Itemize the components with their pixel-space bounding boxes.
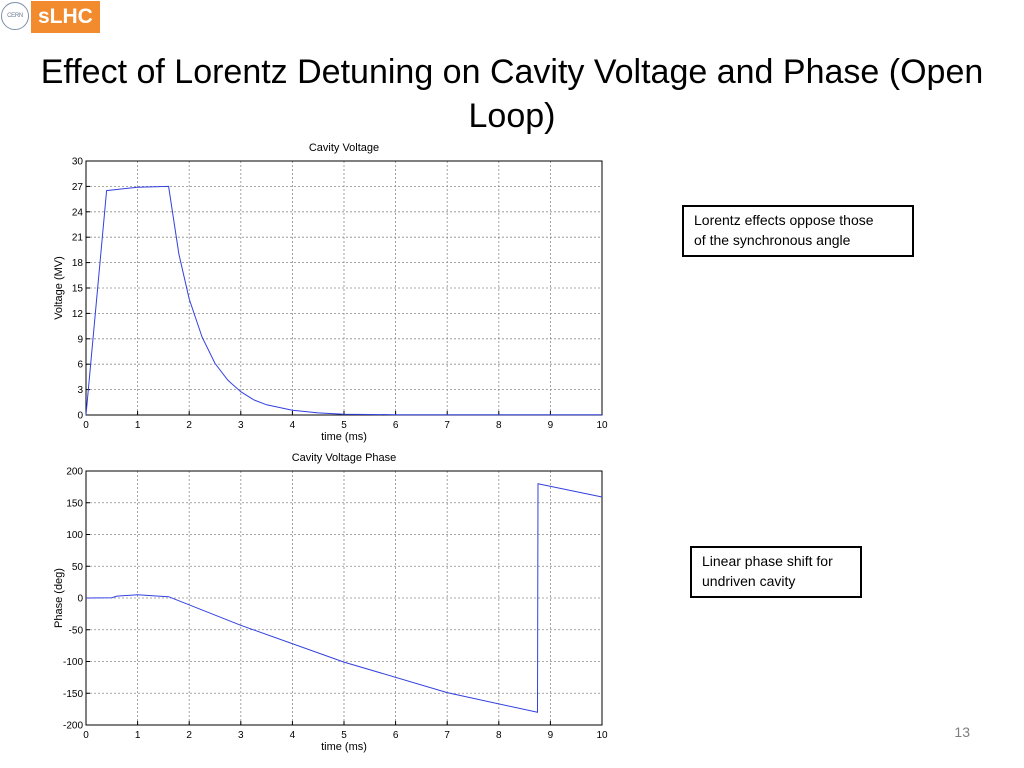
x-tick-label: 7: [444, 420, 450, 431]
y-tick-label: 12: [72, 309, 84, 320]
x-tick-label: 10: [596, 420, 608, 431]
x-tick-label: 9: [548, 730, 554, 741]
y-tick-label: 3: [77, 385, 83, 396]
y-tick-label: 50: [72, 562, 84, 573]
cavity-voltage-chart: Cavity Voltage 0 1 2 3 4 5 6 7 8 9 10 0 3 6 9 12 15 18 21 24…: [40, 134, 620, 444]
x-tick-label: 4: [290, 730, 296, 741]
chart-title: Cavity Voltage Phase: [292, 452, 397, 464]
x-tick-label: 0: [83, 420, 89, 431]
lorentz-effects-note: Lorentz effects oppose those of the sync…: [682, 205, 914, 257]
y-axis-label: Voltage (MV): [53, 256, 65, 320]
x-tick-label: 8: [496, 420, 502, 431]
x-tick-label: 5: [341, 420, 347, 431]
cavity-voltage-phase-chart-svg: Cavity Voltage Phase 0 1 2 3 4 5 6 7 8 9 10 -200 -150…: [53, 452, 608, 753]
y-tick-label: 21: [72, 233, 84, 244]
x-tick-label: 9: [548, 420, 554, 431]
y-tick-label: 24: [72, 207, 84, 218]
x-axis-label: time (ms): [321, 741, 367, 753]
x-tick-label: 10: [596, 730, 608, 741]
slhc-logo: CERN sLHC: [0, 0, 100, 34]
linear-phase-shift-note: Linear phase shift for undriven cavity: [690, 546, 862, 598]
x-tick-label: 6: [393, 420, 399, 431]
x-tick-label: 8: [496, 730, 502, 741]
y-tick-label: 15: [72, 284, 84, 295]
x-tick-label: 3: [238, 730, 244, 741]
chart-title: Cavity Voltage: [309, 142, 379, 154]
x-tick-label: 4: [290, 420, 296, 431]
y-tick-label: 6: [77, 360, 83, 371]
x-tick-label: 5: [341, 730, 347, 741]
y-tick-label: 30: [72, 157, 84, 168]
x-tick-label: 1: [135, 730, 141, 741]
x-tick-label: 6: [393, 730, 399, 741]
x-tick-label: 2: [186, 730, 192, 741]
page-number: 13: [954, 724, 970, 740]
data-series-line: [85, 185, 602, 416]
y-tick-label: 100: [66, 530, 83, 541]
y-tick-label: 150: [66, 498, 83, 509]
x-tick-label: 7: [444, 730, 450, 741]
x-tick-label: 1: [135, 420, 141, 431]
y-tick-label: -200: [63, 721, 83, 732]
y-tick-label: 18: [72, 258, 84, 269]
y-tick-label: 200: [66, 467, 83, 478]
x-axis-label: time (ms): [321, 431, 367, 443]
y-axis-label: Phase (deg): [53, 568, 65, 628]
slide-title: Effect of Lorentz Detuning on Cavity Vol…: [40, 53, 984, 135]
cern-logo-icon: CERN: [1, 2, 29, 30]
x-tick-label: 0: [83, 730, 89, 741]
cavity-voltage-phase-chart: Cavity Voltage Phase 0 1 2 3 4 5 6 7 8 9 10 -200 -150…: [40, 444, 620, 754]
x-tick-label: 3: [238, 420, 244, 431]
y-tick-label: -100: [63, 657, 83, 668]
slhc-logo-label: sLHC: [31, 1, 100, 33]
x-tick-label: 2: [186, 420, 192, 431]
y-tick-label: 9: [77, 334, 83, 345]
y-tick-label: 27: [72, 182, 84, 193]
y-tick-label: 0: [77, 594, 83, 605]
y-tick-label: -150: [63, 689, 83, 700]
y-tick-label: 0: [77, 411, 83, 422]
data-series-line: [85, 483, 603, 713]
y-tick-label: -50: [69, 625, 84, 636]
